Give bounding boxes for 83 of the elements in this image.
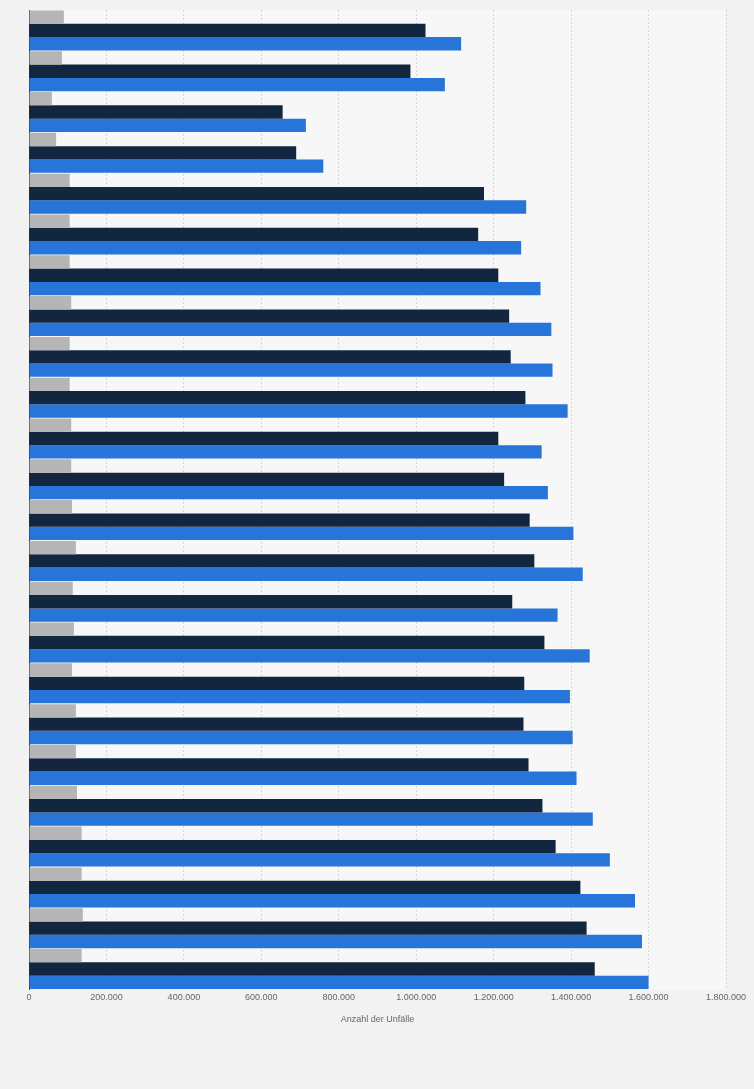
- bar: [29, 459, 72, 473]
- x-tick-label: 1.800.000: [705, 992, 747, 1003]
- bar: [29, 540, 76, 555]
- bar: [29, 431, 499, 446]
- bar: [29, 268, 499, 282]
- bar: [29, 635, 545, 650]
- bar: [29, 118, 306, 133]
- bar: [29, 785, 78, 800]
- x-tick-label: 1.400.000: [551, 992, 592, 1003]
- bar: [29, 595, 513, 609]
- x-tick-label: 600.000: [245, 992, 278, 1003]
- bar: [29, 771, 577, 785]
- bar: [29, 826, 82, 840]
- bar: [29, 472, 505, 486]
- x-tick-label: 400.000: [167, 992, 201, 1003]
- x-tick-label: 800.000: [322, 992, 356, 1003]
- bar: [29, 513, 530, 527]
- bar: [29, 554, 535, 568]
- bar: [29, 975, 649, 989]
- x-tick-label: 0: [26, 992, 32, 1003]
- bar: [29, 949, 82, 963]
- bar: [29, 622, 74, 636]
- bar: [29, 363, 553, 377]
- bar: [29, 880, 581, 895]
- x-tick-label: 200.000: [90, 992, 123, 1003]
- bar: [29, 404, 568, 418]
- bar: [29, 812, 593, 826]
- bar: [29, 839, 556, 854]
- bar: [29, 894, 635, 908]
- bar: [29, 10, 64, 24]
- bar: [29, 853, 610, 867]
- bar: [29, 908, 83, 922]
- bar: [29, 309, 510, 323]
- x-tick-label: 1.600.000: [628, 992, 669, 1003]
- bar: [29, 962, 595, 976]
- bar: [29, 608, 558, 622]
- bar: [29, 921, 587, 935]
- bar: [29, 77, 445, 92]
- bar: [29, 92, 52, 106]
- x-axis-title: Anzahl der Unfälle: [340, 1014, 415, 1025]
- bar: [29, 146, 297, 160]
- x-tick-label: 1.000.000: [396, 992, 437, 1003]
- bar: [29, 377, 70, 392]
- bar: [29, 717, 524, 731]
- bar: [29, 23, 426, 38]
- bar: [29, 799, 543, 813]
- bar: [29, 64, 411, 78]
- bar: [29, 500, 72, 514]
- bar: [29, 730, 573, 745]
- bar: [29, 744, 76, 759]
- bar: [29, 676, 525, 690]
- bar: [29, 51, 62, 65]
- bar: [29, 186, 484, 201]
- bar: [29, 445, 542, 459]
- bar: [29, 581, 73, 596]
- bar: [29, 132, 57, 147]
- bar: [29, 255, 70, 269]
- bar: [29, 649, 590, 663]
- bar: [29, 350, 511, 364]
- bar: [29, 37, 462, 51]
- bar: [29, 200, 527, 214]
- bar: [29, 704, 76, 718]
- bar: [29, 867, 82, 881]
- bar: [29, 934, 642, 949]
- bar: [29, 281, 541, 296]
- bar: [29, 758, 529, 772]
- bar: [29, 567, 583, 581]
- bar: [29, 690, 570, 704]
- bar: [29, 296, 72, 310]
- bar: [29, 526, 574, 541]
- bar: [29, 336, 70, 351]
- bar: [29, 214, 70, 228]
- bar: [29, 485, 548, 500]
- bar: [29, 418, 72, 432]
- bar: [29, 322, 552, 337]
- bar: [29, 105, 283, 119]
- bar: [29, 391, 526, 405]
- bar: [29, 173, 70, 187]
- bar: [29, 159, 324, 173]
- bar: [29, 663, 72, 677]
- bar: [29, 241, 522, 255]
- x-tick-label: 1.200.000: [473, 992, 514, 1003]
- bar: [29, 227, 479, 242]
